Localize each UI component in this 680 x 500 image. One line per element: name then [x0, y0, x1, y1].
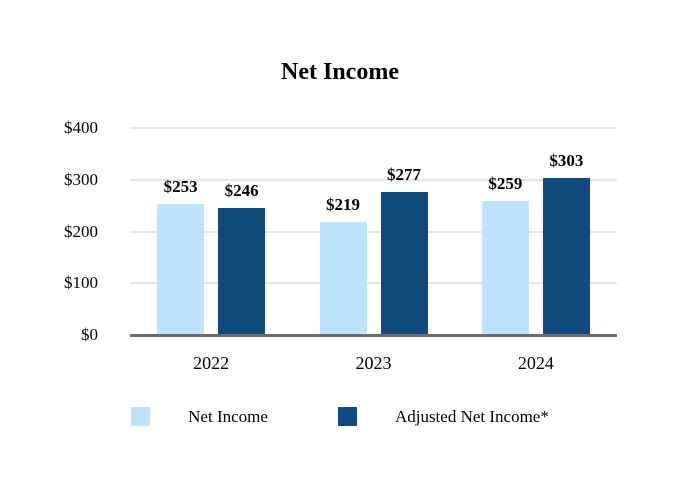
- legend-item-adjusted-net-income: Adjusted Net Income*: [337, 406, 549, 427]
- x-axis-category-label: 2022: [193, 353, 230, 373]
- gridline-400: [130, 127, 617, 129]
- legend-swatch-net-income: [131, 407, 151, 426]
- data-label-net-income-2024: $259: [488, 174, 523, 193]
- legend-item-net-income: Net Income: [131, 406, 268, 427]
- chart-title: Net Income: [281, 59, 399, 85]
- bar-adjusted-net-income-2024: [542, 178, 590, 335]
- legend-swatch-adjusted-net-income: [337, 407, 357, 426]
- data-label-adjusted-net-income-2024: $303: [549, 151, 584, 170]
- legend: Net Income Adjusted Net Income*: [0, 406, 680, 427]
- bar-net-income-2022: [157, 204, 205, 335]
- y-axis-tick-label: $300: [64, 169, 98, 189]
- bar-net-income-2024: [481, 201, 529, 335]
- y-axis-tick-label: $200: [64, 221, 98, 241]
- data-label-adjusted-net-income-2022: $246: [224, 181, 259, 200]
- gridline-200: [130, 230, 617, 233]
- data-label-adjusted-net-income-2023: $277: [387, 165, 421, 184]
- gridline-100: [130, 282, 617, 285]
- bar-net-income-2023: [319, 222, 367, 335]
- data-label-net-income-2023: $219: [326, 195, 360, 214]
- y-axis-tick-label: $0: [81, 325, 98, 344]
- y-axis-tick-label: $400: [64, 118, 98, 137]
- x-axis-line: [130, 334, 617, 337]
- x-axis-category-label: 2023: [355, 353, 392, 373]
- legend-label-net-income: Net Income: [188, 407, 268, 426]
- x-axis-category-label: 2024: [517, 353, 554, 373]
- bar-adjusted-net-income-2022: [218, 208, 266, 335]
- data-label-net-income-2022: $253: [163, 177, 198, 196]
- y-axis-tick-label: $100: [64, 273, 98, 293]
- legend-label-adjusted-net-income: Adjusted Net Income*: [394, 407, 549, 426]
- bar-adjusted-net-income-2023: [380, 192, 428, 335]
- gridline-300: [130, 178, 617, 181]
